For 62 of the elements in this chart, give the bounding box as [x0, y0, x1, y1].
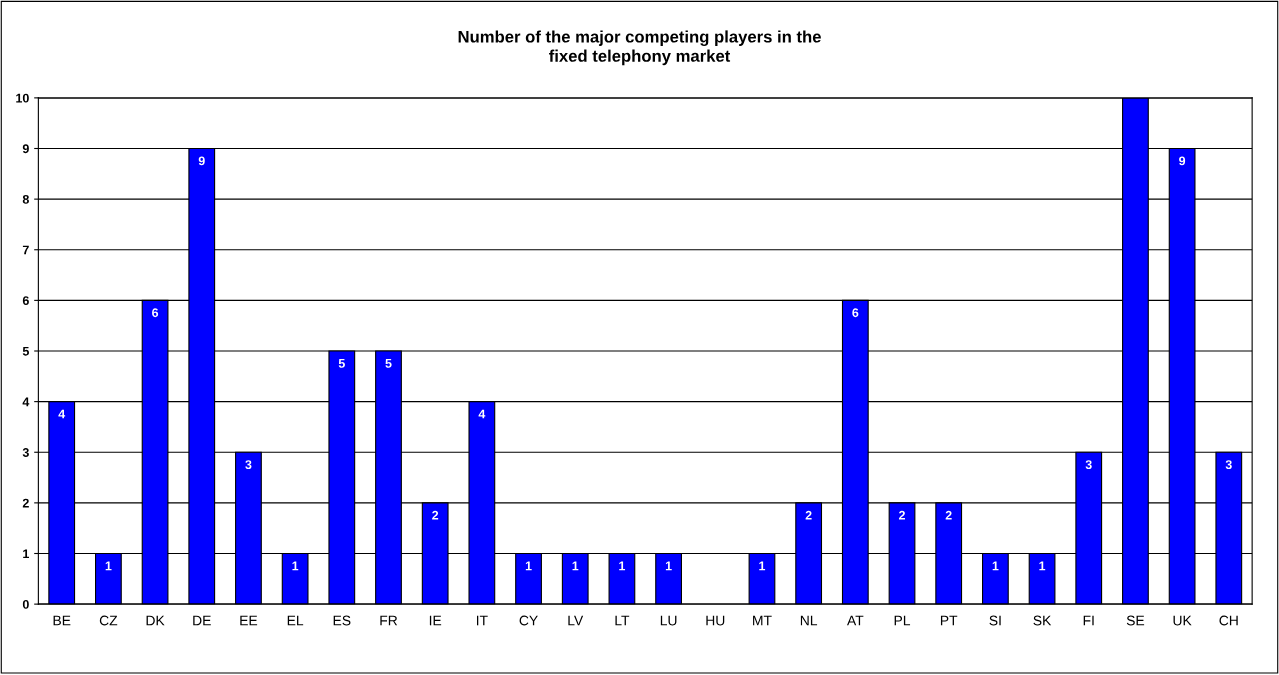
y-tick-label: 2: [22, 498, 29, 508]
x-tick-label: HU: [706, 615, 725, 626]
x-tick-label: PL: [894, 615, 911, 626]
x-tick-label: IE: [429, 615, 442, 626]
data-label: 4: [478, 409, 486, 419]
x-tick-label: SI: [989, 615, 1001, 626]
x-tick-label: EL: [287, 615, 304, 626]
data-label: 9: [1179, 156, 1186, 166]
x-tick-label: EE: [240, 615, 258, 626]
data-label: 5: [338, 359, 345, 368]
x-tick-label: NL: [800, 615, 818, 626]
data-label: 9: [198, 156, 205, 166]
x-tick-label: CH: [1219, 615, 1238, 626]
y-tick-label: 8: [22, 194, 29, 204]
x-tick-label: LT: [615, 615, 630, 626]
x-tick-label: DE: [193, 615, 211, 626]
data-label: 1: [105, 561, 112, 571]
data-label: 2: [945, 510, 952, 520]
x-tick-label: LU: [660, 615, 677, 626]
data-label: 2: [805, 510, 812, 520]
data-label: 1: [665, 561, 672, 571]
y-tick-label: 1: [23, 549, 29, 559]
y-tick-label: 10: [16, 93, 29, 103]
data-label: 1: [572, 561, 579, 571]
data-label: 6: [152, 308, 159, 318]
chart-title: Number of the major competing players in the fixed telephony market: [458, 30, 821, 66]
x-tick-label: ES: [333, 615, 351, 626]
data-label: 2: [432, 510, 439, 520]
data-label: 1: [292, 561, 299, 571]
y-tick-label: 5: [22, 346, 29, 356]
data-label: 1: [992, 561, 999, 571]
x-tick-label: CY: [519, 615, 538, 626]
data-label: 3: [1085, 460, 1092, 470]
data-label: 4: [58, 409, 66, 419]
data-label: 1: [619, 561, 626, 571]
data-label: 1: [759, 561, 766, 571]
x-tick-label: SK: [1033, 615, 1052, 626]
data-label: 5: [385, 359, 392, 368]
x-tick-label: LV: [568, 615, 584, 626]
data-label: 3: [245, 460, 252, 470]
data-label: 1: [1039, 561, 1046, 571]
y-tick-label: 4: [22, 397, 30, 407]
y-tick-label: 9: [22, 144, 29, 154]
x-tick-label: UK: [1173, 615, 1192, 626]
data-label: 2: [898, 510, 905, 520]
x-tick-label: BE: [53, 615, 71, 626]
x-tick-label: FI: [1083, 615, 1094, 626]
y-tick-label: 6: [22, 296, 29, 306]
x-tick-label: PT: [940, 615, 958, 626]
data-label: 1: [525, 561, 532, 571]
x-tick-label: IT: [476, 615, 488, 626]
y-tick-label: 0: [22, 599, 29, 609]
x-tick-label: MT: [753, 615, 772, 626]
data-label: 3: [1225, 460, 1232, 470]
x-tick-label: CZ: [99, 615, 118, 626]
x-tick-label: SE: [1126, 615, 1145, 626]
data-label: 6: [852, 308, 859, 318]
x-tick-label: DK: [146, 615, 165, 626]
x-tick-label: FR: [380, 615, 398, 626]
y-tick-label: 7: [22, 245, 29, 255]
x-tick-label: AT: [847, 615, 864, 626]
y-tick-label: 3: [22, 448, 29, 457]
